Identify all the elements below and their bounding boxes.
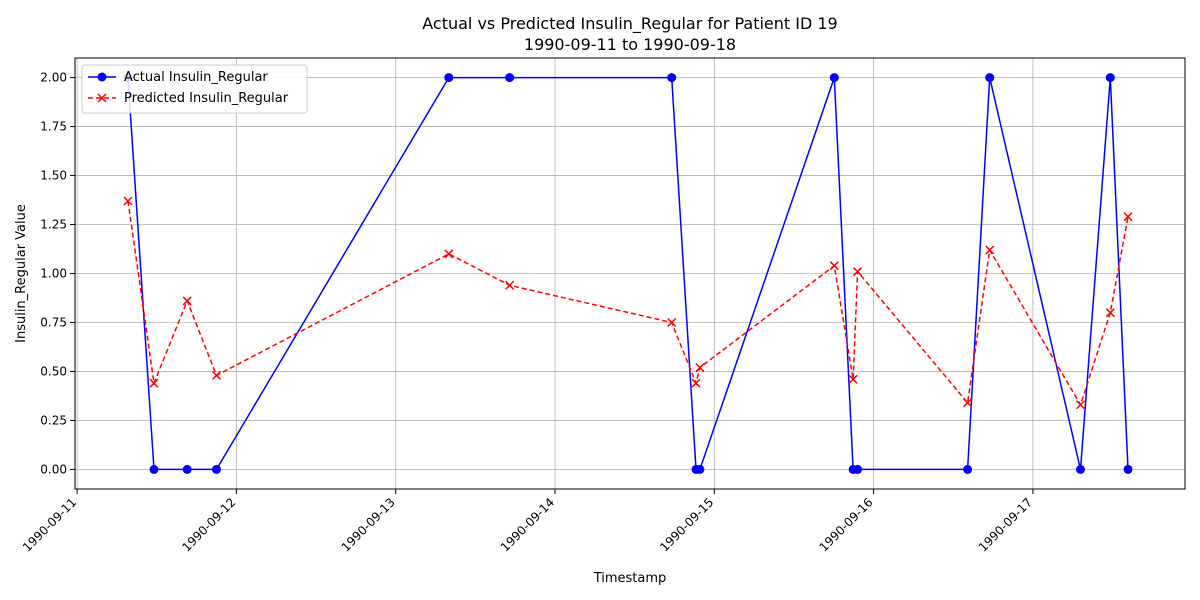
data-point xyxy=(848,374,858,384)
data-point xyxy=(505,73,515,83)
data-point xyxy=(123,196,133,206)
data-point xyxy=(1105,73,1115,83)
y-axis-label: Insulin_Regular Value xyxy=(14,204,29,343)
data-point xyxy=(444,73,454,83)
chart-subtitle: 1990-09-11 to 1990-09-18 xyxy=(524,35,736,54)
data-point xyxy=(182,296,192,306)
data-point xyxy=(695,464,705,474)
data-point xyxy=(691,378,701,388)
data-point xyxy=(963,398,973,408)
x-tick-label: 1990-09-14 xyxy=(498,495,557,554)
data-point xyxy=(444,249,454,259)
data-point xyxy=(853,464,863,474)
data-point xyxy=(1075,464,1085,474)
legend-label-actual: Actual Insulin_Regular xyxy=(124,70,268,85)
legend-box xyxy=(81,64,308,114)
x-tick-label: 1990-09-17 xyxy=(976,495,1035,554)
x-axis-label: Timestamp xyxy=(593,571,667,586)
data-point xyxy=(667,317,677,328)
series-line xyxy=(127,200,1129,407)
data-point xyxy=(667,73,677,83)
series-group xyxy=(123,73,1133,474)
data-point xyxy=(149,464,159,474)
legend-label-predicted: Predicted Insulin_Regular xyxy=(124,91,289,106)
grid xyxy=(75,58,1185,489)
data-point xyxy=(829,261,839,271)
series-predicted xyxy=(123,196,1133,410)
data-point xyxy=(149,378,159,388)
data-point xyxy=(695,363,705,373)
data-point xyxy=(1105,308,1115,318)
x-tick-label: 1990-09-13 xyxy=(339,495,398,554)
series-actual xyxy=(123,73,1133,474)
x-tick-label: 1990-09-15 xyxy=(657,495,716,554)
y-tick-label: 1.00 xyxy=(40,267,67,281)
data-point xyxy=(505,280,515,290)
axis-ticks: 1990-09-11 1990-09-12 1990-09-13 1990-09-14… xyxy=(20,71,1035,555)
x-tick-label: 1990-09-12 xyxy=(179,495,238,554)
data-point xyxy=(853,267,863,277)
x-tick-label: 1990-09-16 xyxy=(816,495,875,554)
y-tick-label: 0.00 xyxy=(40,462,67,476)
y-tick-label: 1.25 xyxy=(40,218,67,232)
data-point xyxy=(182,464,192,474)
chart-title: Actual vs Predicted Insulin_Regular for … xyxy=(422,14,837,34)
y-tick-label: 0.75 xyxy=(40,315,67,329)
x-tick-label: 1990-09-11 xyxy=(20,495,79,554)
data-point xyxy=(211,370,222,380)
data-point xyxy=(963,464,973,474)
y-tick-label: 1.75 xyxy=(40,120,67,134)
data-point xyxy=(829,73,839,83)
y-tick-label: 1.50 xyxy=(40,169,67,183)
y-tick-label: 0.50 xyxy=(40,364,67,378)
data-point xyxy=(985,73,995,83)
legend: Actual Insulin_Regular Predicted Insulin… xyxy=(81,64,308,114)
y-tick-label: 0.25 xyxy=(40,413,67,427)
data-point xyxy=(211,464,221,474)
data-point xyxy=(1123,464,1133,474)
legend-marker-predicted xyxy=(97,93,107,103)
data-point xyxy=(985,245,995,255)
data-point xyxy=(1123,212,1133,222)
data-point xyxy=(1075,400,1085,410)
y-tick-label: 2.00 xyxy=(40,71,67,85)
legend-marker-actual xyxy=(97,72,107,82)
